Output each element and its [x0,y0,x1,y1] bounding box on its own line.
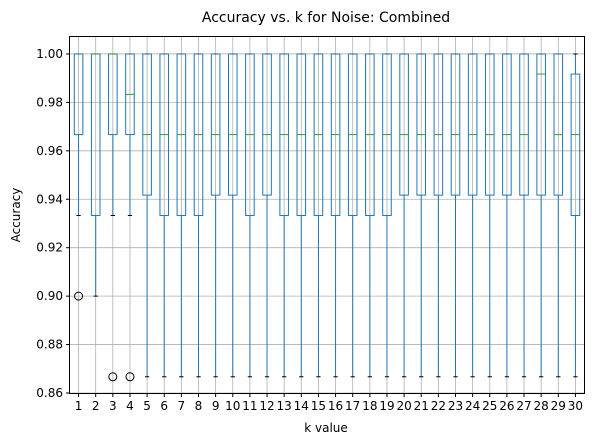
outlier-point [74,291,84,301]
box-k-9 [210,53,221,378]
x-tick-label: 27 [516,399,531,413]
iqr-box [467,53,478,196]
box-k-20 [399,53,409,378]
box-k-18 [365,53,375,378]
x-tick-label: 23 [448,399,463,413]
box-k-12 [262,53,272,378]
box-k-8 [193,53,204,378]
plot-frame [69,36,585,394]
iqr-box [399,53,409,196]
box-k-3 [108,53,118,382]
box-k-17 [347,53,358,378]
x-tick-label: 7 [178,399,186,413]
x-tick-label: 25 [482,399,497,413]
x-tick-label: 6 [160,399,168,413]
x-tick-label: 29 [551,399,566,413]
x-tick-label: 19 [379,399,394,413]
x-tick-label: 26 [499,399,514,413]
iqr-box [416,53,427,196]
x-tick-label: 22 [431,399,446,413]
box-k-27 [519,53,529,378]
y-tick-label: 0.94 [36,192,63,206]
iqr-box [450,53,461,196]
box-k-22 [433,53,444,378]
y-tick-label: 0.90 [36,289,63,303]
x-tick-label: 5 [143,399,151,413]
y-tick-label: 0.92 [36,241,63,255]
x-tick-label: 24 [465,399,480,413]
box-k-24 [467,53,478,378]
x-tick-label: 8 [195,399,203,413]
x-tick-label: 11 [242,399,257,413]
box-k-5 [142,53,152,378]
iqr-box [142,53,152,196]
x-tick-label: 17 [345,399,360,413]
box-k-14 [296,53,307,378]
x-tick-label: 2 [92,399,100,413]
box-k-26 [502,53,512,378]
box-k-6 [159,53,170,378]
x-tick-label: 3 [109,399,117,413]
x-tick-label: 9 [212,399,220,413]
iqr-box [502,53,512,196]
box-k-28 [536,53,546,378]
x-axis: 1 2 3 4 5 6 7 8 9 10 11 12 13 14 15 16 17 18 19 20 21 22 23 24 2… [75,393,583,413]
x-tick-label: 16 [328,399,343,413]
y-tick-label: 1.00 [36,47,63,61]
x-tick-label: 30 [568,399,583,413]
iqr-box [210,53,221,196]
box-k-2 [90,53,101,297]
box-k-11 [245,53,255,378]
x-tick-label: 10 [225,399,240,413]
box-k-21 [416,53,427,378]
box-k-10 [227,53,238,378]
iqr-box [536,53,546,196]
x-tick-label: 13 [277,399,292,413]
x-axis-label: k value [304,421,348,435]
x-tick-label: 14 [294,399,309,413]
box-series [73,53,581,382]
chart-title: Accuracy vs. k for Noise: Combined [202,10,450,26]
y-tick-label: 0.86 [36,386,63,400]
outlier-point [125,372,135,382]
iqr-box [433,53,444,196]
y-axis-label: Accuracy [9,188,23,243]
box-k-19 [382,53,392,378]
iqr-box [484,53,495,196]
iqr-box [262,53,272,196]
box-k-23 [450,53,461,378]
box-k-30 [570,53,581,378]
box-k-16 [330,53,341,378]
y-tick-label: 0.96 [36,144,63,158]
x-tick-label: 15 [311,399,326,413]
iqr-box [519,53,529,196]
box-k-15 [313,53,324,378]
box-k-7 [176,53,187,378]
iqr-box [227,53,238,196]
x-tick-label: 21 [414,399,429,413]
iqr-box [570,73,581,216]
y-axis: 0.86 0.88 0.90 0.92 0.94 0.96 0.98 1.00 [36,47,70,400]
x-tick-label: 4 [126,399,134,413]
x-tick-label: 28 [534,399,549,413]
iqr-box [553,53,564,196]
box-k-1 [73,53,84,301]
x-tick-label: 12 [259,399,274,413]
outlier-point [108,372,118,382]
box-k-25 [484,53,495,378]
box-k-13 [279,53,289,378]
box-k-29 [553,53,564,378]
y-tick-label: 0.88 [36,338,63,352]
x-tick-label: 18 [362,399,377,413]
box-k-4 [125,53,135,382]
y-tick-label: 0.98 [36,95,63,109]
x-tick-label: 1 [75,399,83,413]
x-tick-label: 20 [396,399,411,413]
